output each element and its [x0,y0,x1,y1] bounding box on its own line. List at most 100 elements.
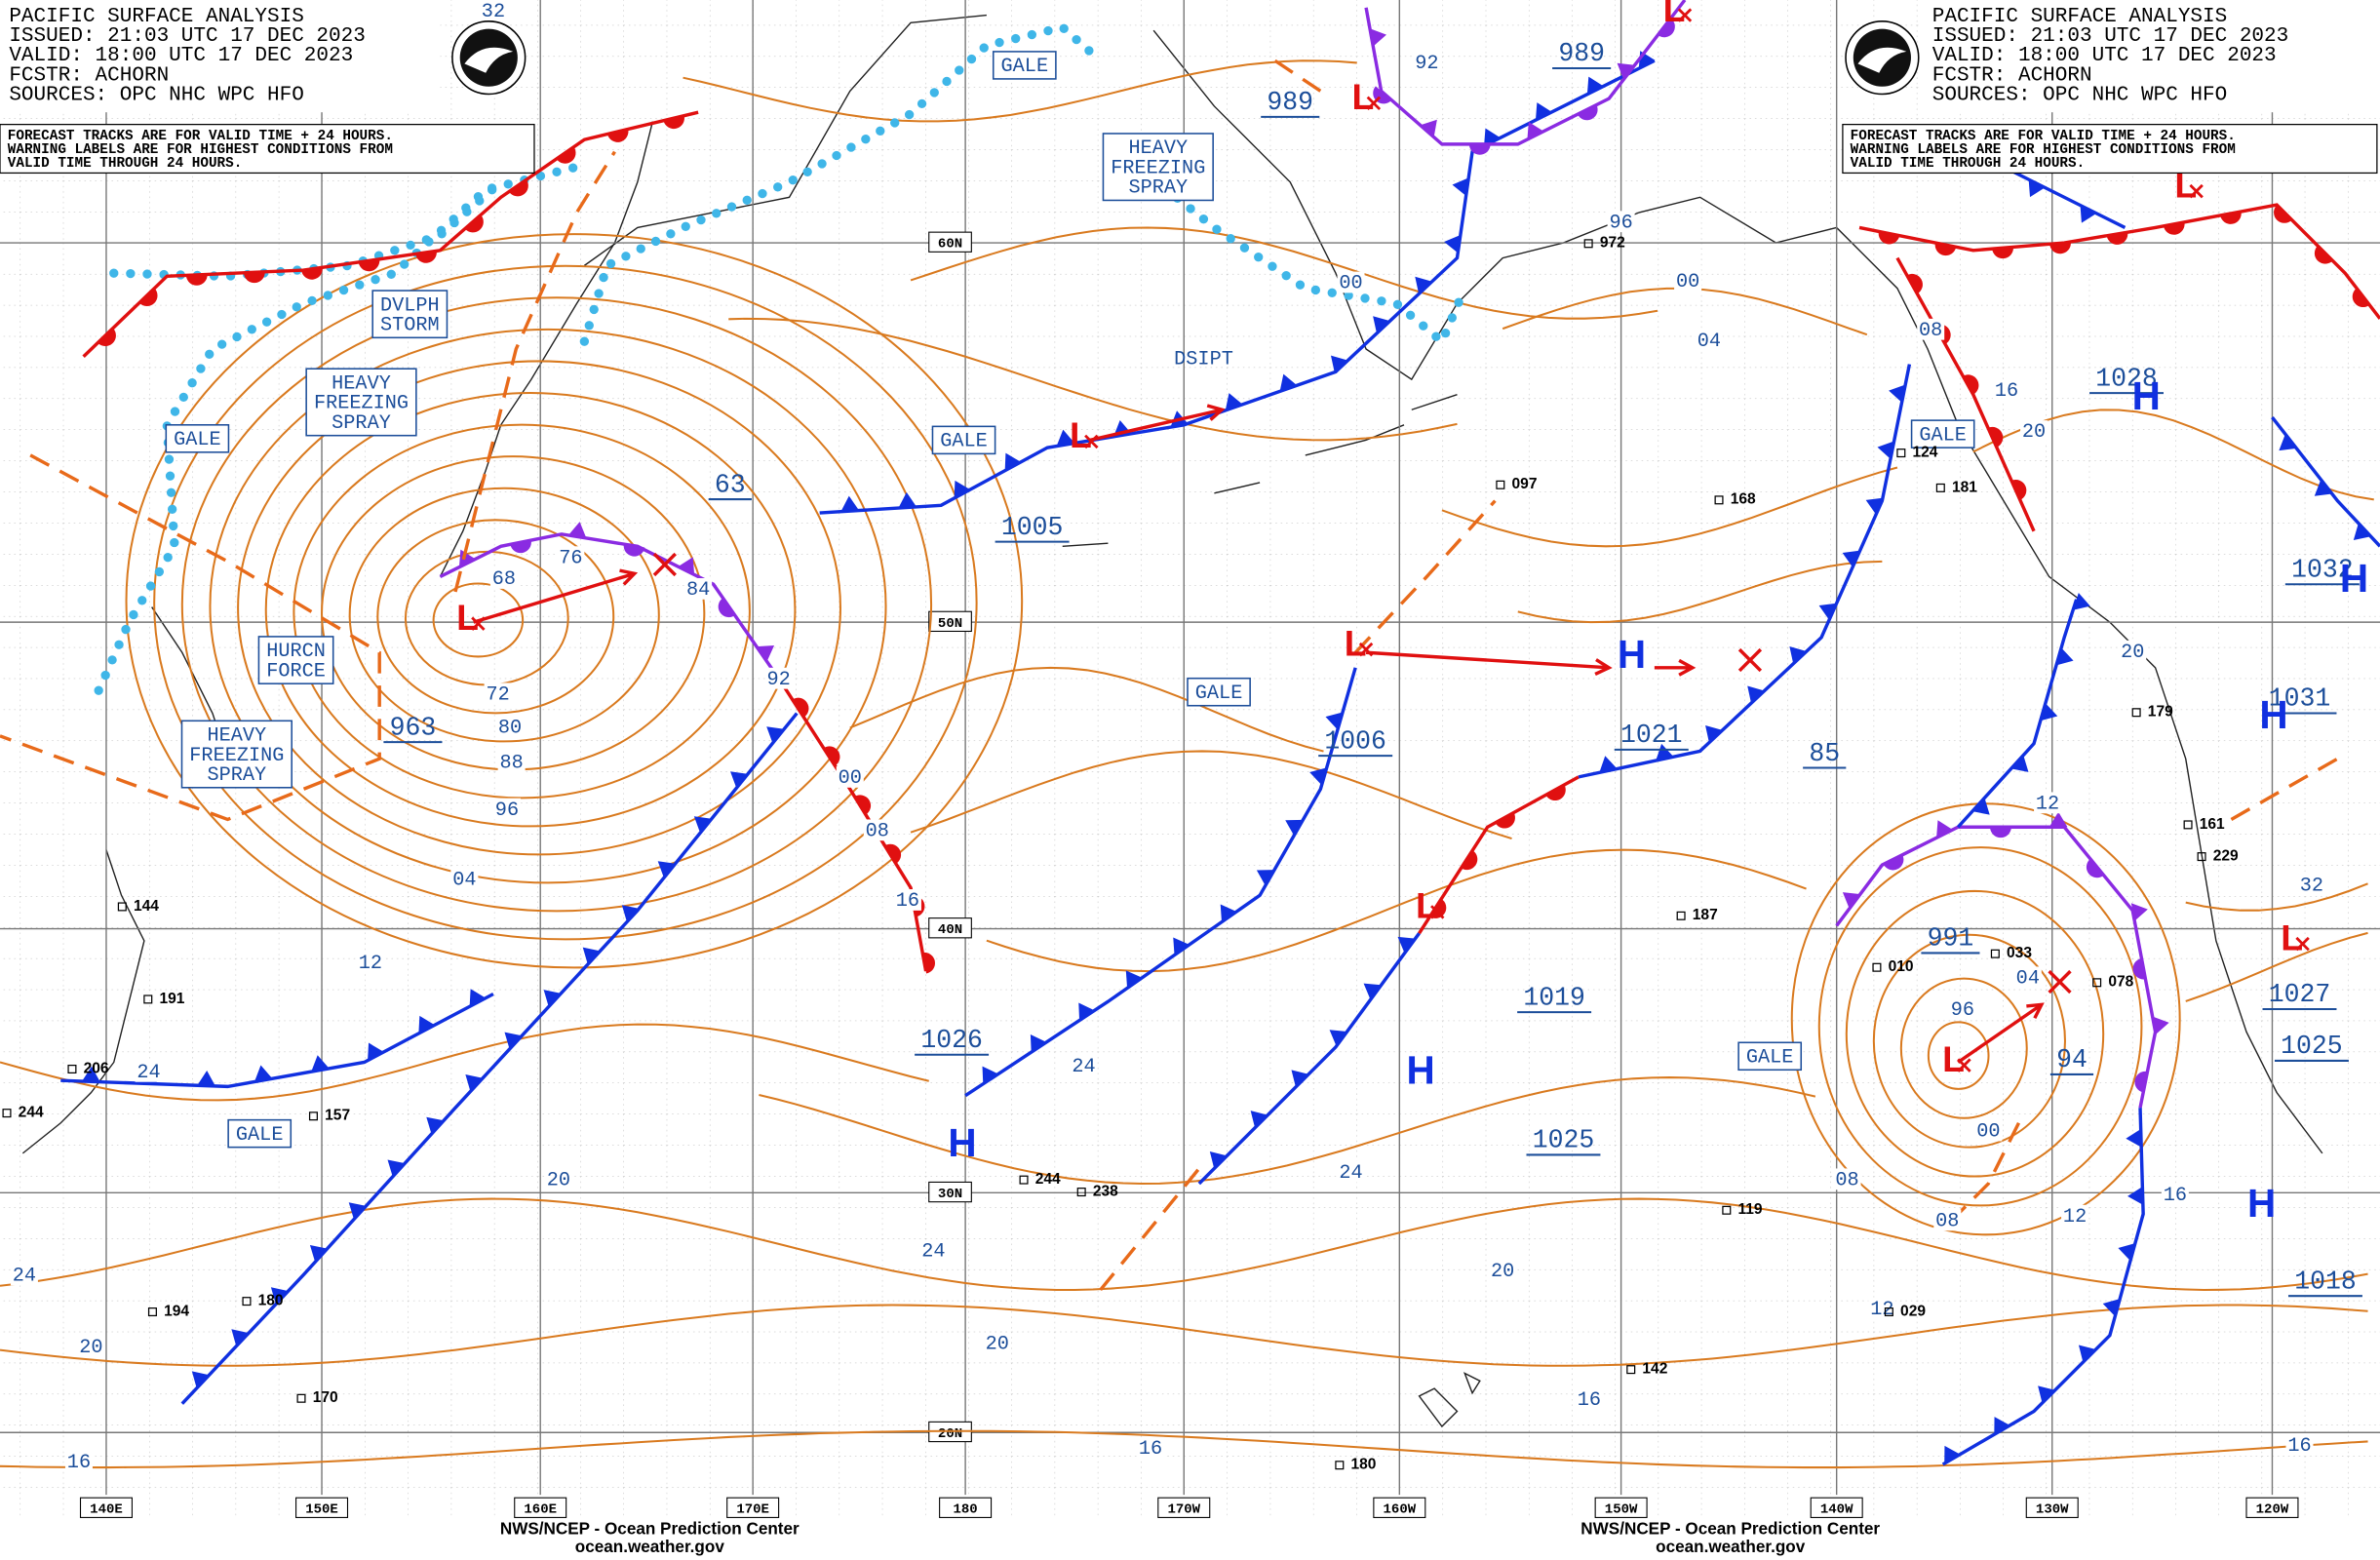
high-center: H [2340,556,2368,601]
warning-label: DSIPT [1174,349,1233,371]
isobar-label-bg [1993,379,2021,401]
isobar-label-bg [919,1239,948,1262]
front-pip [2028,179,2046,198]
lon-label-box [1810,1497,1863,1518]
station-pressure: 033 [2007,945,2032,961]
warning-areas [94,21,1469,695]
lon-label: 120W [2256,1502,2289,1518]
front-pip [1934,243,1957,256]
isobar [910,226,1658,320]
isobar [1872,933,2066,1149]
front-pip [606,129,629,142]
front-pip [693,816,712,834]
isobar-label: 96 [495,800,519,822]
isobar-label: 12 [2063,1206,2087,1228]
isobar [237,360,841,856]
pressure-center: 85 [1809,739,1840,768]
isobar-label: 92 [1415,53,1438,75]
lat-label-box [928,610,972,633]
header-issued: ISSUED: 21:03 UTC 17 DEC 2023 [9,25,366,48]
hawaii [1418,1372,1481,1428]
front-pip [1030,1034,1047,1053]
station-pressure: 097 [1512,476,1538,492]
front-pip [2080,205,2097,223]
aleutian-islands [1062,394,1458,548]
warm-front [1418,775,1580,935]
isobar-label-bg [836,765,864,788]
note-line: FORECAST TRACKS ARE FOR VALID TIME + 24 … [1851,129,2236,144]
front-pip [387,1159,406,1177]
station-marker [308,1112,318,1121]
isobar [0,1197,2368,1291]
front-pip [567,522,587,538]
low-marker [1430,905,1445,919]
track [473,571,636,624]
isobar [1441,466,1898,548]
station-marker [2131,708,2141,718]
note-line: VALID TIME THROUGH 24 HOURS. [1851,156,2086,172]
lon-label: 140E [90,1502,123,1518]
cold-front [1941,1108,2145,1466]
isobar-label: 24 [13,1266,36,1288]
front-pip [2073,592,2090,610]
pressure-center: 1019 [1523,983,1585,1012]
front-pip [718,598,735,618]
front-pip [1656,743,1674,761]
warning-boundary [1133,162,1469,349]
isobar [0,1023,929,1102]
front-pip [621,905,640,922]
front-pip [1495,812,1515,829]
warning-label: FREEZING [189,745,284,767]
station-pressure: 157 [325,1108,350,1124]
front-pip [1225,393,1243,410]
isobar-label: 08 [1935,1211,1959,1233]
station-marker [1496,480,1505,489]
station-marker [1019,1175,1029,1185]
station-pressure: 180 [258,1293,284,1309]
station-pressure: 144 [134,898,159,915]
front-pip [1325,712,1344,730]
warning-boundary [579,21,1106,346]
isobar-label: 12 [1870,1299,1893,1321]
forecast-position [652,552,677,577]
lon-label-box [514,1497,567,1518]
front-pip [1004,452,1022,471]
pressure-center: 1032 [2291,555,2354,584]
front-pip [1415,276,1432,294]
lat-label: 30N [938,1187,962,1202]
lon-label: 160E [524,1502,557,1518]
isobar-label-bg [893,889,921,911]
isobar-label: 04 [2016,968,2040,991]
isobar-label-bg [1137,1436,1165,1459]
header-valid: VALID: 18:00 UTC 17 DEC 2023 [9,45,353,67]
front-pip [954,480,971,498]
station-pressure: 142 [1642,1361,1667,1378]
lat-label-box [928,917,972,939]
station-marker [67,1064,77,1074]
front-pip [766,726,785,744]
lon-label-box [79,1497,133,1518]
front-pip [623,544,645,557]
footer-website: ocean.weather.gov [575,1538,725,1556]
front-pip [2163,221,2185,235]
front-pip [1209,1150,1228,1169]
front-pip [2274,205,2292,223]
low-center: L [1942,1038,1965,1079]
front-pip [1994,1417,2010,1435]
note-line: WARNING LABELS ARE FOR HIGHEST CONDITION… [1851,142,2236,158]
high-center: H [948,1120,976,1165]
isobar [2185,882,2368,912]
pressure-center: 989 [1267,88,1313,117]
station-pressure: 206 [84,1060,109,1076]
lon-label-box [2025,1497,2079,1518]
front-pip [2220,211,2242,224]
front-pip [191,1371,210,1388]
front-pip [2279,434,2297,451]
isobar-label-bg [1674,270,1702,292]
isobar-label: 24 [1339,1162,1362,1185]
isobar-label-bg [544,1168,572,1190]
cold-front [1197,932,1421,1186]
isobar-label-bg [1948,998,1976,1020]
